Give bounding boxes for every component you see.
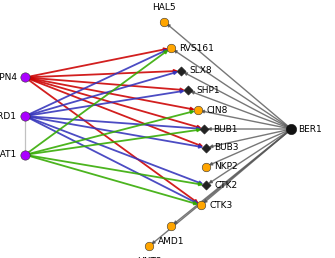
Point bbox=[22, 114, 28, 118]
Point bbox=[202, 127, 207, 131]
Point bbox=[168, 224, 174, 228]
Text: AMD1: AMD1 bbox=[157, 237, 184, 246]
Text: NKP2: NKP2 bbox=[214, 162, 238, 171]
Point bbox=[203, 183, 209, 187]
Point bbox=[146, 244, 152, 248]
Point bbox=[161, 20, 167, 24]
Point bbox=[22, 75, 28, 79]
Point bbox=[168, 46, 174, 50]
Point bbox=[289, 127, 294, 131]
Text: BER1: BER1 bbox=[298, 125, 322, 133]
Point bbox=[178, 69, 184, 73]
Point bbox=[203, 146, 209, 150]
Text: SLX8: SLX8 bbox=[189, 66, 212, 75]
Text: BUB1: BUB1 bbox=[213, 125, 237, 133]
Text: HNT3: HNT3 bbox=[137, 257, 161, 258]
Text: SHP1: SHP1 bbox=[196, 86, 220, 95]
Text: CTK2: CTK2 bbox=[214, 181, 238, 190]
Point bbox=[203, 164, 209, 168]
Point bbox=[198, 203, 204, 207]
Point bbox=[185, 88, 190, 92]
Point bbox=[195, 108, 200, 112]
Point bbox=[22, 153, 28, 157]
Text: RVS161: RVS161 bbox=[179, 44, 214, 53]
Text: HAL5: HAL5 bbox=[152, 3, 176, 12]
Text: BUB3: BUB3 bbox=[214, 143, 239, 152]
Text: RPN4: RPN4 bbox=[0, 73, 17, 82]
Text: CIN8: CIN8 bbox=[206, 106, 227, 115]
Text: CTK3: CTK3 bbox=[209, 201, 232, 210]
Text: NAT1: NAT1 bbox=[0, 150, 17, 159]
Text: ARD1: ARD1 bbox=[0, 112, 17, 120]
